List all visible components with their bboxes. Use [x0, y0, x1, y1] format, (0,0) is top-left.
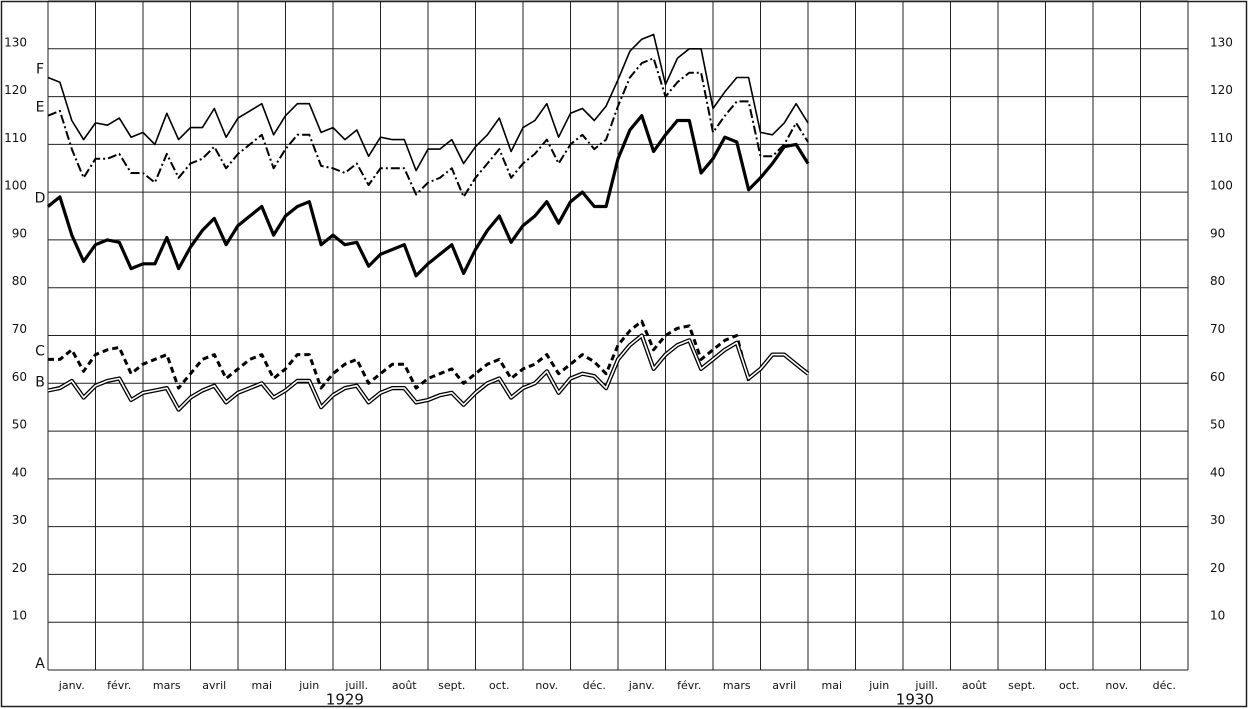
y2-tick-label: 140 [1210, 0, 1233, 2]
x-tick-label: août [962, 679, 987, 692]
y2-tick-label: 120 [1210, 83, 1233, 97]
series-label: F [36, 61, 44, 77]
x-tick-label: févr. [677, 679, 701, 692]
x-tick-label: déc. [583, 679, 606, 692]
x-tick-label: août [392, 679, 417, 692]
y2-tick-label: 50 [1210, 418, 1225, 432]
x-tick-label: oct. [489, 679, 510, 692]
y2-tick-label: 130 [1210, 35, 1233, 49]
y-tick-label: 80 [12, 274, 27, 288]
series-line [48, 319, 751, 390]
x-tick-label: janv. [628, 679, 655, 692]
y-tick-label: 130 [4, 35, 27, 49]
series-line [47, 57, 809, 198]
x-tick-label: oct. [1059, 679, 1080, 692]
x-tick-label: avril [772, 679, 796, 692]
y2-tick-label: 70 [1210, 322, 1225, 336]
x-tick-label: mai [821, 679, 842, 692]
x-tick-label: mai [251, 679, 272, 692]
x-tick-label: nov. [535, 679, 558, 692]
y2-tick-label: 20 [1210, 561, 1225, 575]
x-tick-label: sept. [1008, 679, 1035, 692]
y2-tick-label: 60 [1210, 370, 1225, 384]
y-tick-label: 10 [12, 609, 27, 623]
x-tick-label: févr. [107, 679, 131, 692]
year-label: 1929 [326, 691, 364, 709]
y-tick-label: 120 [4, 83, 27, 97]
x-tick-label: avril [202, 679, 226, 692]
series-label: C [35, 343, 45, 359]
y2-tick-label: 90 [1210, 226, 1225, 240]
y2-tick-label: 110 [1210, 131, 1233, 145]
y-tick-label: 110 [4, 131, 27, 145]
x-tick-label: sept. [438, 679, 465, 692]
x-tick-label: janv. [58, 679, 85, 692]
x-tick-label: juill. [914, 679, 938, 692]
y2-tick-label: 40 [1210, 465, 1225, 479]
y2-tick-label: 100 [1210, 179, 1233, 193]
series-line [47, 33, 809, 172]
x-tick-label: déc. [1153, 679, 1176, 692]
x-tick-label: juin [298, 679, 319, 692]
y2-tick-label: 30 [1210, 513, 1225, 527]
x-tick-label: mars [153, 679, 181, 692]
y-tick-label: 140 [4, 0, 27, 2]
y-tick-label: 30 [12, 513, 27, 527]
series-line-inner [47, 334, 809, 411]
series-label: D [35, 190, 46, 206]
series-line [46, 114, 810, 278]
series-label: E [36, 100, 45, 116]
x-tick-label: mars [723, 679, 751, 692]
y-tick-label: 60 [12, 370, 27, 384]
y-tick-label: 70 [12, 322, 27, 336]
origin-label: A [35, 656, 45, 672]
y-tick-label: 50 [12, 418, 27, 432]
y2-tick-label: 80 [1210, 274, 1225, 288]
x-tick-label: juill. [344, 679, 368, 692]
y-tick-label: 40 [12, 465, 27, 479]
series-label: B [35, 374, 45, 390]
x-tick-label: juin [868, 679, 889, 692]
x-tick-label: nov. [1105, 679, 1128, 692]
year-label: 1930 [896, 691, 934, 709]
y2-tick-label: 10 [1210, 609, 1225, 623]
y-tick-label: 90 [12, 226, 27, 240]
y-tick-label: 100 [4, 179, 27, 193]
y-tick-label: 20 [12, 561, 27, 575]
